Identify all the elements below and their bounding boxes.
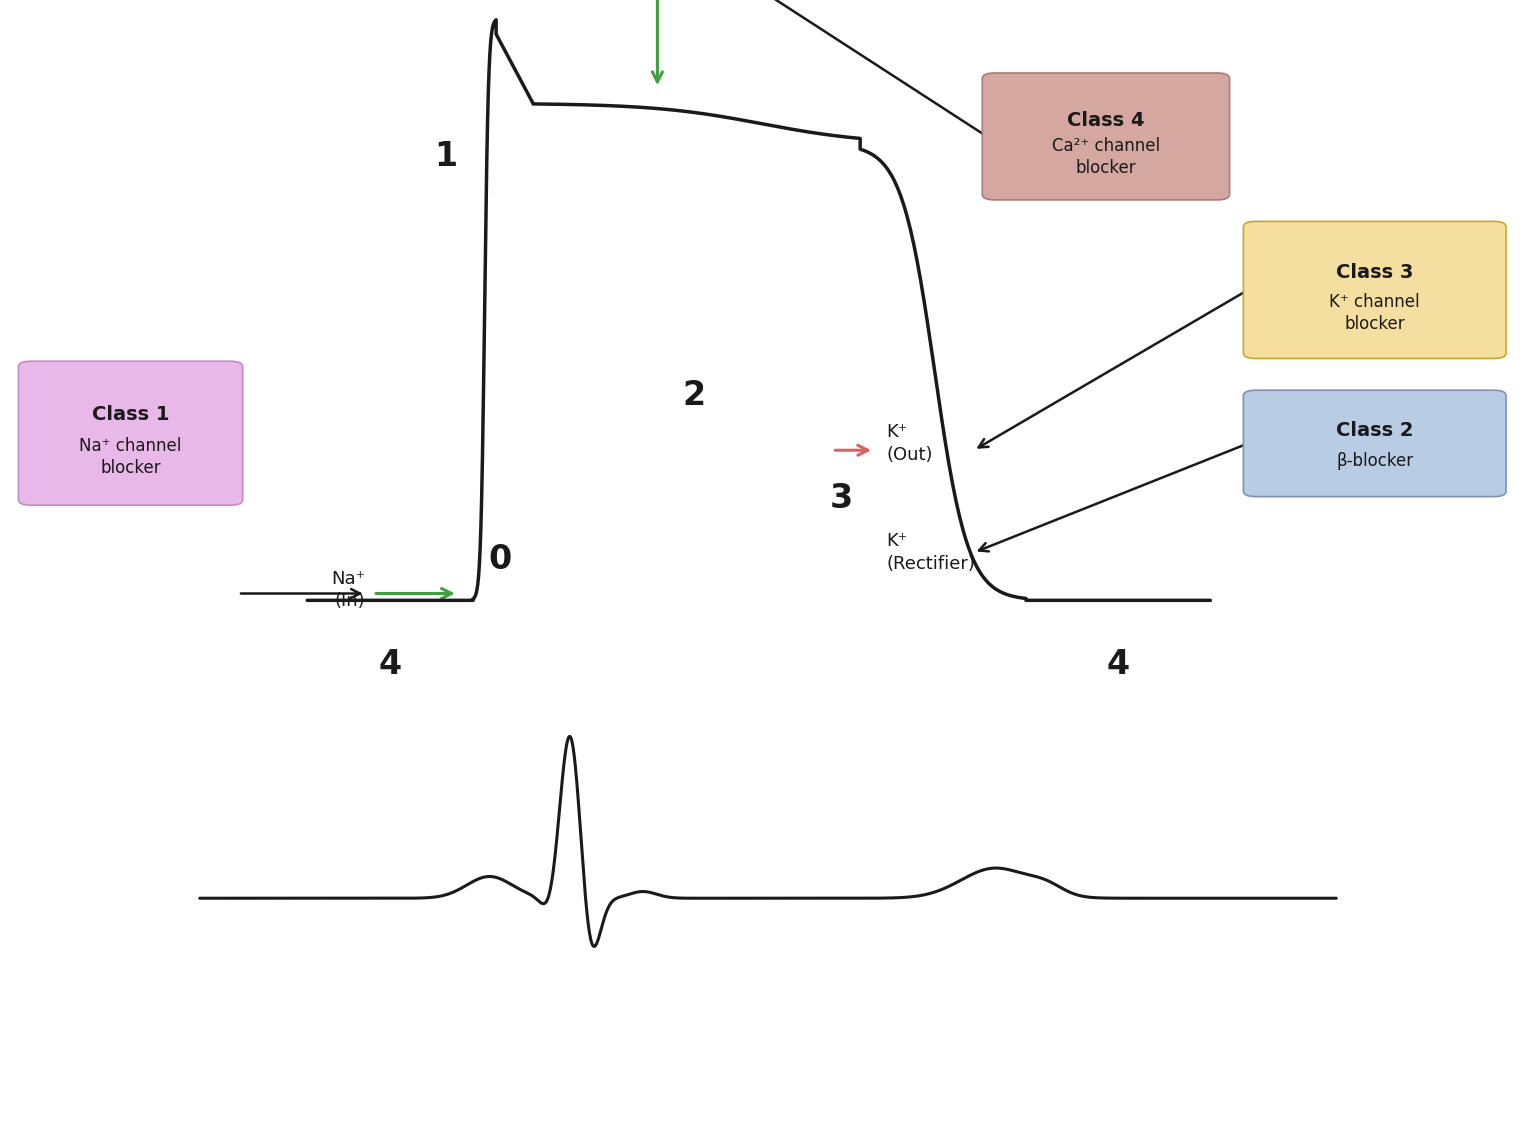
Text: 1: 1 [435,140,458,174]
FancyBboxPatch shape [18,362,243,505]
FancyBboxPatch shape [1244,390,1505,497]
Text: Class 3: Class 3 [1336,263,1413,282]
Text: Class 1: Class 1 [92,405,169,424]
Text: β-blocker: β-blocker [1336,451,1413,470]
Text: 0: 0 [488,542,511,576]
Text: K⁺
(Out): K⁺ (Out) [886,423,932,464]
Text: 2: 2 [682,379,707,413]
Text: Class 4: Class 4 [1068,110,1144,130]
Text: K⁺ channel
blocker: K⁺ channel blocker [1329,292,1421,333]
Text: Na⁺
(In): Na⁺ (In) [332,570,366,611]
FancyBboxPatch shape [983,73,1229,200]
Text: Class 2: Class 2 [1336,421,1413,440]
Text: 4: 4 [378,648,402,681]
Text: K⁺
(Rectifier): K⁺ (Rectifier) [886,532,975,573]
Text: 4: 4 [1106,648,1130,681]
Text: Na⁺ channel
blocker: Na⁺ channel blocker [80,437,181,478]
FancyBboxPatch shape [1244,222,1505,358]
Text: 3: 3 [829,481,854,515]
Text: Ca²⁺ channel
blocker: Ca²⁺ channel blocker [1052,138,1160,177]
